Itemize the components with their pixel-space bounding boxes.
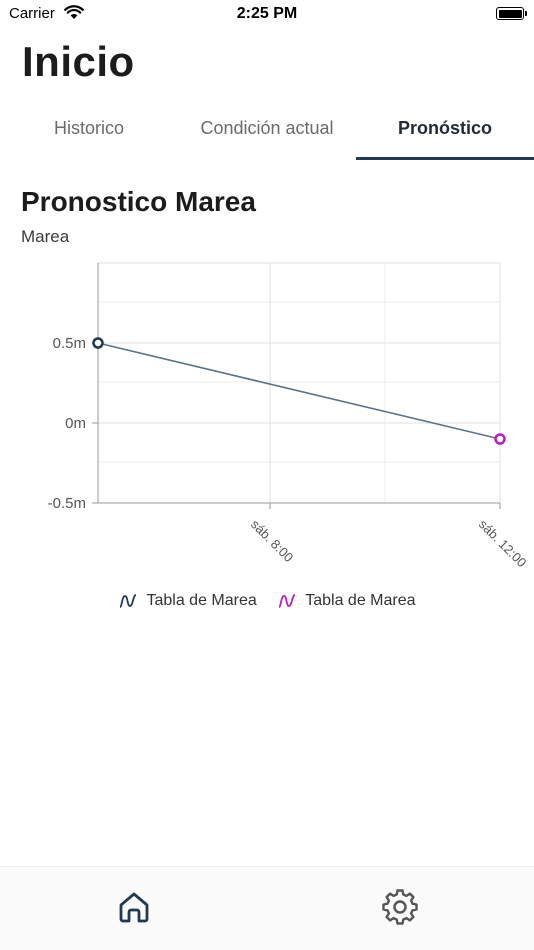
data-point[interactable]: [92, 337, 104, 349]
tab-historico[interactable]: Historico: [53, 118, 124, 138]
top-tabs: Historico Condición actual Pronóstico: [0, 108, 534, 160]
carrier-label: Carrier: [9, 5, 55, 22]
y-tick-label: 0.5m: [53, 335, 86, 352]
x-tick-label: sáb. 12:00: [476, 517, 530, 571]
tab-active-indicator: [356, 157, 534, 160]
plot-frame: [97, 262, 501, 504]
wave-icon: [278, 594, 296, 608]
section-subtitle: Marea: [21, 227, 70, 246]
battery-icon: [496, 7, 527, 20]
legend-item[interactable]: Tabla de Marea: [277, 592, 416, 610]
page-title: Inicio: [22, 38, 135, 85]
wave-icon: [119, 594, 137, 608]
x-tick-label: sáb. 8:00: [248, 517, 296, 565]
status-time: 2:25 PM: [236, 5, 298, 22]
tab-condicion-actual[interactable]: Condición actual: [200, 118, 334, 138]
y-tick-label: -0.5m: [48, 495, 86, 512]
data-point[interactable]: [494, 433, 506, 445]
y-tick-label: 0m: [65, 415, 86, 432]
wifi-icon: [64, 5, 84, 25]
gear-icon: [382, 889, 418, 925]
legend-label: Tabla de Marea: [146, 592, 257, 609]
series-line: [97, 342, 501, 440]
tide-chart: 0.5m 0m -0.5m sáb. 8:00 sáb. 12:00: [48, 262, 530, 571]
settings-tab-button[interactable]: [380, 887, 420, 927]
bottom-tab-bar: [0, 866, 534, 950]
chart-legend: Tabla de Marea Tabla de Marea: [0, 592, 534, 618]
legend-label: Tabla de Marea: [305, 592, 416, 609]
status-bar: Carrier 2:25 PM: [0, 0, 534, 28]
tab-pronostico[interactable]: Pronóstico: [397, 118, 492, 138]
section-title: Pronostico Marea: [21, 186, 256, 217]
home-tab-button[interactable]: [114, 887, 154, 927]
legend-item[interactable]: Tabla de Marea: [118, 592, 257, 610]
home-icon: [119, 892, 149, 923]
